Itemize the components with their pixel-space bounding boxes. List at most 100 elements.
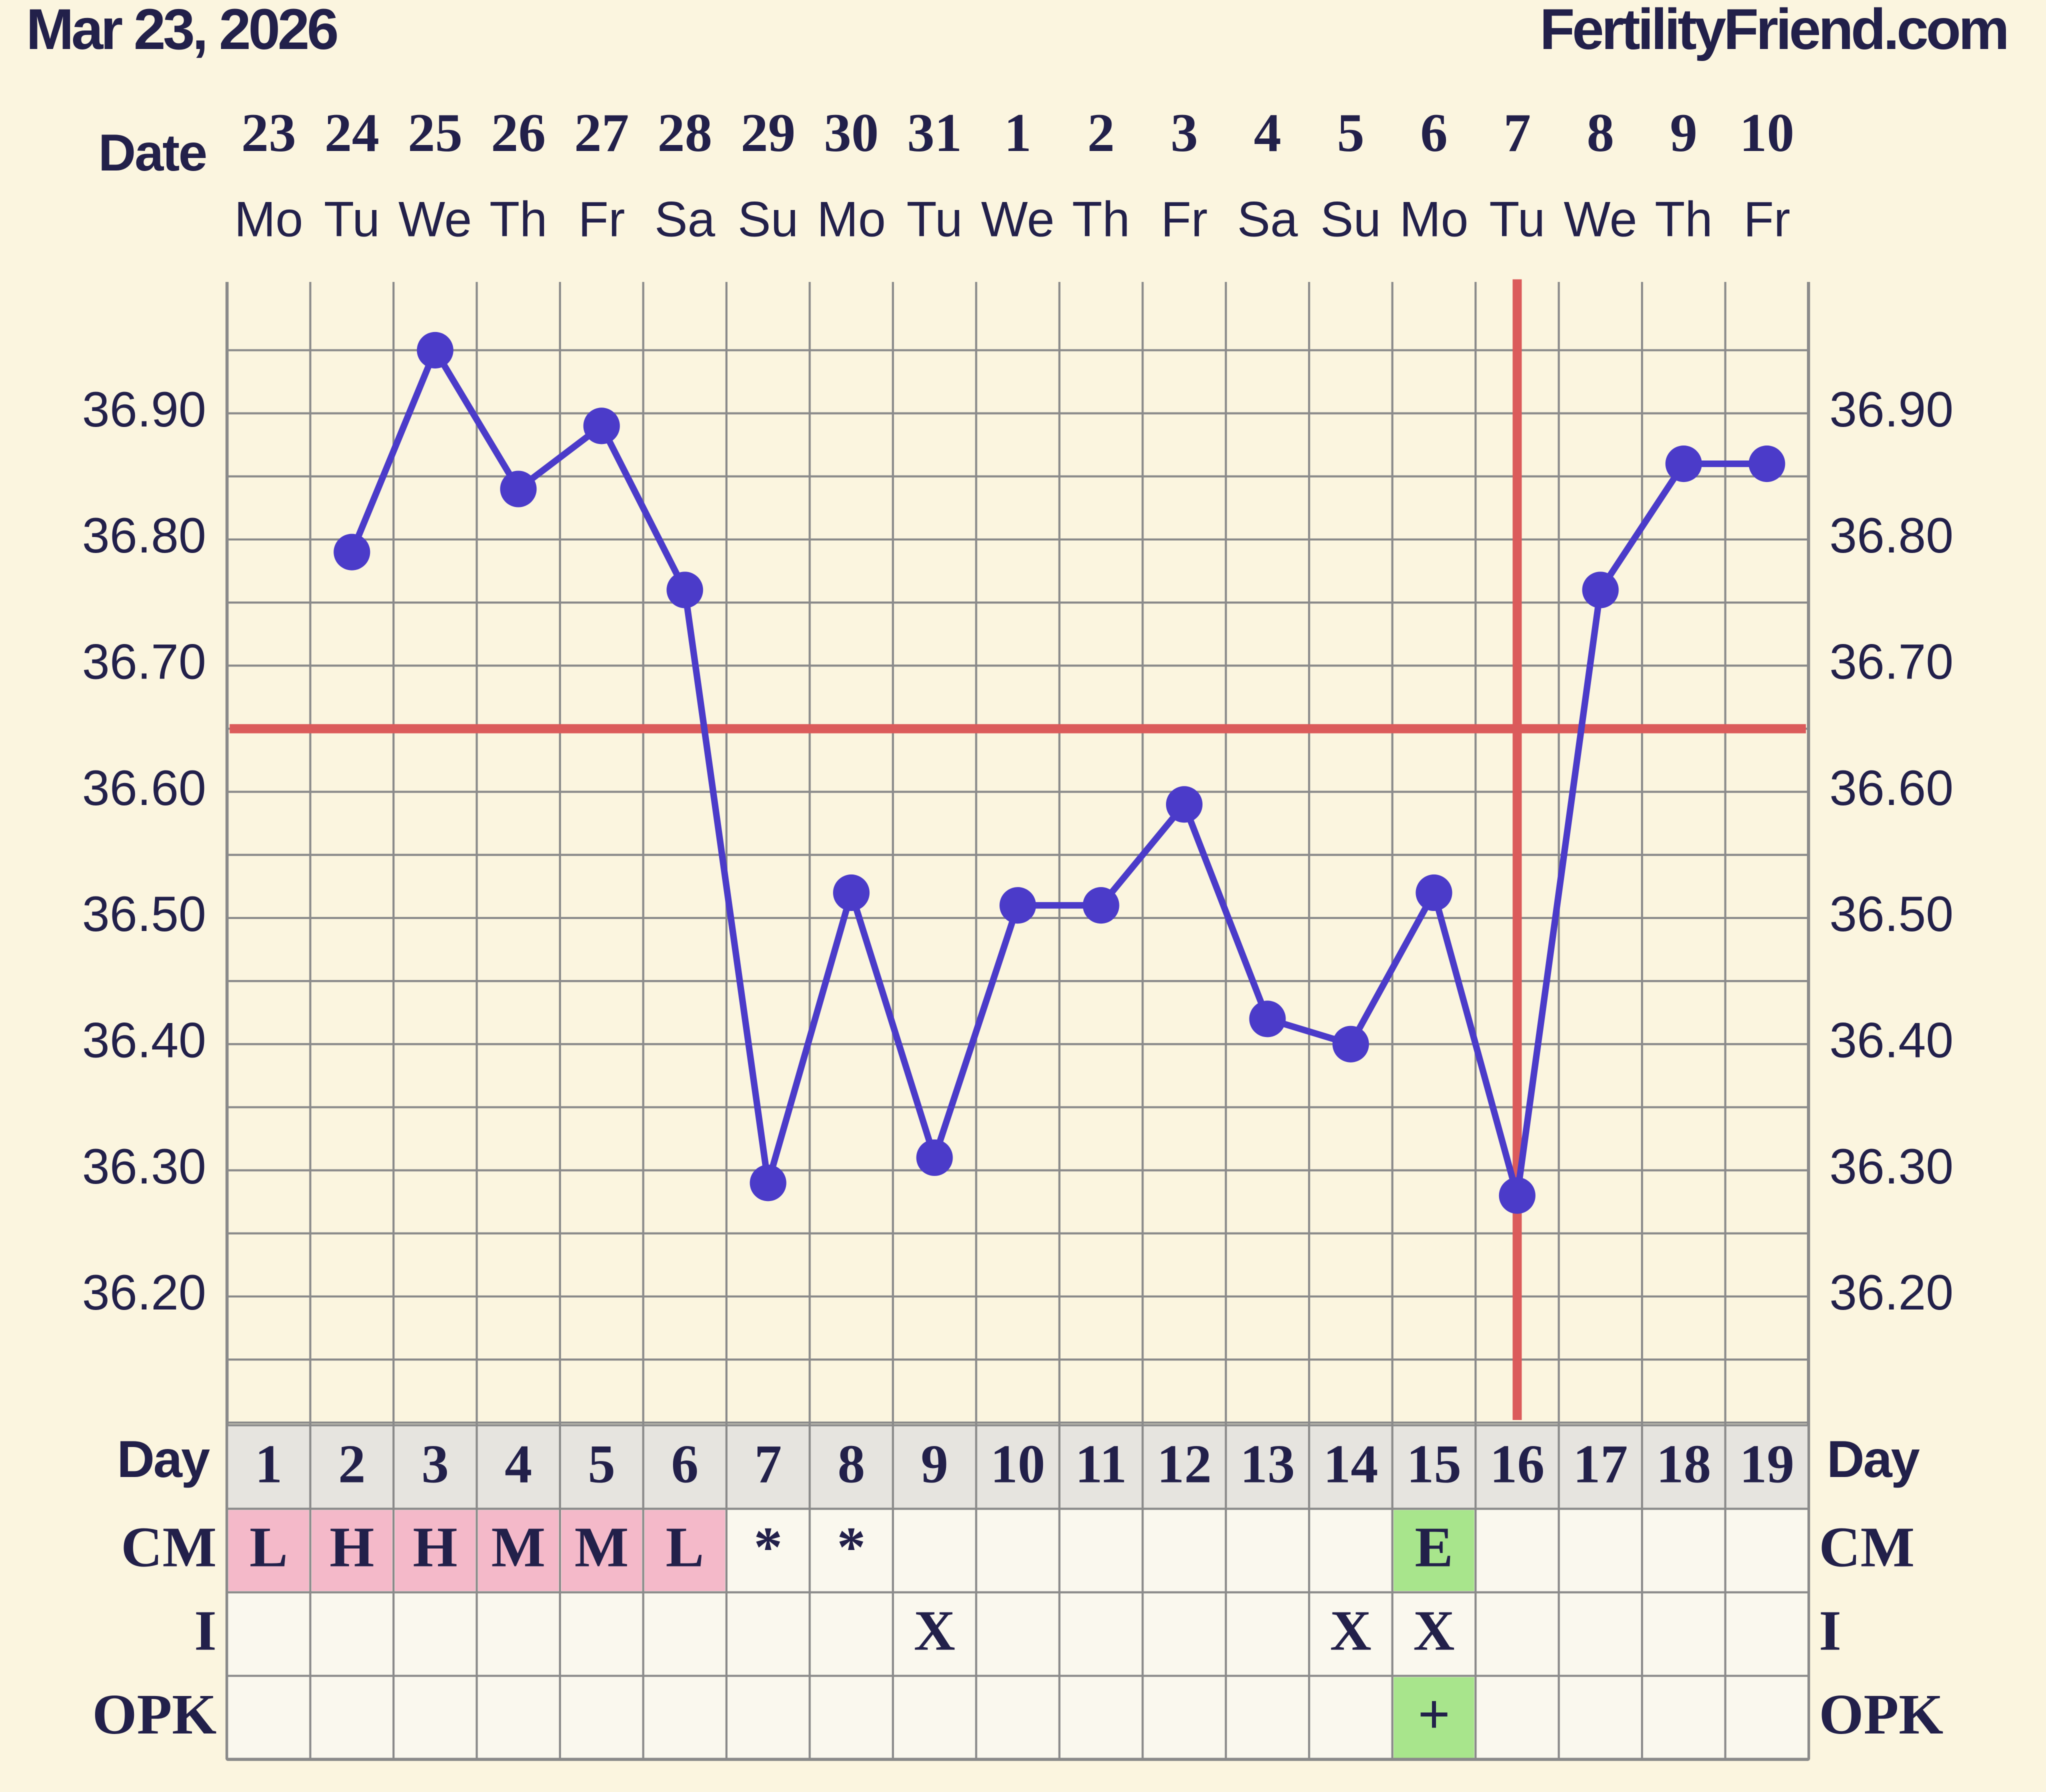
day-number: 5 (588, 1433, 616, 1494)
weekday-label: Sa (1237, 192, 1298, 248)
temperature-point (750, 1164, 786, 1202)
plot: 36.20 36.20 36.30 36.30 36.40 36.40 36.50 36.50… (82, 102, 1954, 1761)
day-row-label: Day (117, 1430, 210, 1488)
day-number: 2 (338, 1433, 366, 1494)
temperature-point (1582, 572, 1619, 608)
cell-value: X (914, 1599, 956, 1662)
y2-tick-label: 36.90 (1830, 382, 1954, 438)
y-tick-label: 36.80 (82, 508, 206, 564)
row-label-right: OPK (1819, 1682, 1944, 1746)
day-number: 4 (504, 1433, 532, 1494)
cell-value: H (413, 1516, 458, 1579)
cell-value: M (492, 1516, 546, 1579)
cell-highlight (478, 1510, 559, 1592)
date-label: 10 (1740, 102, 1794, 163)
temperature-point (1416, 874, 1452, 912)
weekday-label: Th (1654, 192, 1712, 248)
y-tick-label: 36.30 (82, 1139, 206, 1194)
cell-value: * (754, 1516, 782, 1579)
row-label-right: CM (1819, 1516, 1914, 1579)
temperature-point (1166, 786, 1203, 823)
day-number: 3 (422, 1433, 449, 1494)
date-label: 1 (1004, 102, 1032, 163)
y-tick-label: 36.50 (82, 886, 206, 942)
date-label: 27 (574, 102, 629, 163)
day-number: 10 (990, 1433, 1046, 1494)
weekday-label: Tu (324, 192, 380, 248)
date-label: 26 (491, 102, 546, 163)
x-axis-label: Date (98, 124, 206, 182)
temperature-point (1082, 887, 1120, 924)
temperature-point (1748, 445, 1786, 482)
weekday-label: Tu (906, 192, 962, 248)
cell-highlight (1394, 1677, 1474, 1758)
row-label: OPK (92, 1682, 216, 1746)
weekday-label: Su (738, 192, 798, 248)
weekday-label: Mo (817, 192, 886, 248)
temperature-point (1665, 445, 1702, 482)
weekday-label: Fr (578, 192, 625, 248)
weekday-label: We (981, 192, 1054, 248)
weekday-label: Th (1072, 192, 1130, 248)
day-number: 12 (1157, 1433, 1212, 1494)
day-number: 15 (1406, 1433, 1462, 1494)
day-number: 18 (1656, 1433, 1712, 1494)
temperature-point (334, 534, 370, 570)
weekday-label: Th (490, 192, 548, 248)
date-label: 7 (1504, 102, 1531, 163)
cell-highlight (644, 1510, 726, 1592)
cell-value: L (250, 1516, 288, 1579)
y-tick-label: 36.90 (82, 382, 206, 438)
cell-value: * (837, 1516, 866, 1579)
temperature-point (666, 572, 704, 608)
y-tick-label: 36.70 (82, 634, 206, 690)
temperature-point (1249, 1000, 1286, 1038)
weekday-label: Sa (654, 192, 716, 248)
weekday-label: Su (1320, 192, 1381, 248)
cell-highlight (312, 1510, 392, 1592)
y2-tick-label: 36.50 (1830, 886, 1954, 942)
cell-highlight (394, 1510, 476, 1592)
row-label-right: I (1819, 1599, 1842, 1662)
day-number: 14 (1324, 1433, 1378, 1494)
y-tick-label: 36.40 (82, 1012, 206, 1068)
weekday-label: Fr (1161, 192, 1208, 248)
weekday-label: Fr (1744, 192, 1790, 248)
y-tick-label: 36.60 (82, 760, 206, 816)
y-tick-label: 36.20 (82, 1265, 206, 1320)
date-label: 3 (1170, 102, 1198, 163)
date-label: 5 (1337, 102, 1364, 163)
date-label: 30 (824, 102, 879, 163)
day-row-bg (226, 1424, 1810, 1510)
date-label: 4 (1254, 102, 1282, 163)
date-label: 2 (1088, 102, 1115, 163)
day-number: 9 (921, 1433, 948, 1494)
date-label: 28 (658, 102, 712, 163)
date-label: 6 (1420, 102, 1448, 163)
day-number: 1 (255, 1433, 282, 1494)
cell-value: E (1415, 1516, 1454, 1579)
cell-value: X (1330, 1599, 1372, 1662)
row-label: CM (121, 1516, 216, 1579)
day-number: 13 (1240, 1433, 1295, 1494)
temperature-point (1000, 887, 1036, 924)
weekday-label: We (398, 192, 472, 248)
y2-tick-label: 36.60 (1830, 760, 1954, 816)
day-row-label-right: Day (1827, 1430, 1920, 1488)
day-number: 19 (1740, 1433, 1794, 1494)
y2-tick-label: 36.20 (1830, 1265, 1954, 1320)
day-number: 16 (1490, 1433, 1545, 1494)
day-number: 17 (1573, 1433, 1628, 1494)
weekday-label: Mo (234, 192, 303, 248)
date-label: 29 (740, 102, 796, 163)
cell-value: L (666, 1516, 704, 1579)
date-label: 24 (324, 102, 380, 163)
temperature-point (916, 1139, 953, 1176)
weekday-label: We (1564, 192, 1637, 248)
chart-date: Mar 23, 2026 (26, 0, 337, 62)
cell-highlight (228, 1510, 309, 1592)
weekday-label: Tu (1489, 192, 1545, 248)
temperature-point (416, 332, 454, 368)
date-label: 31 (907, 102, 962, 163)
